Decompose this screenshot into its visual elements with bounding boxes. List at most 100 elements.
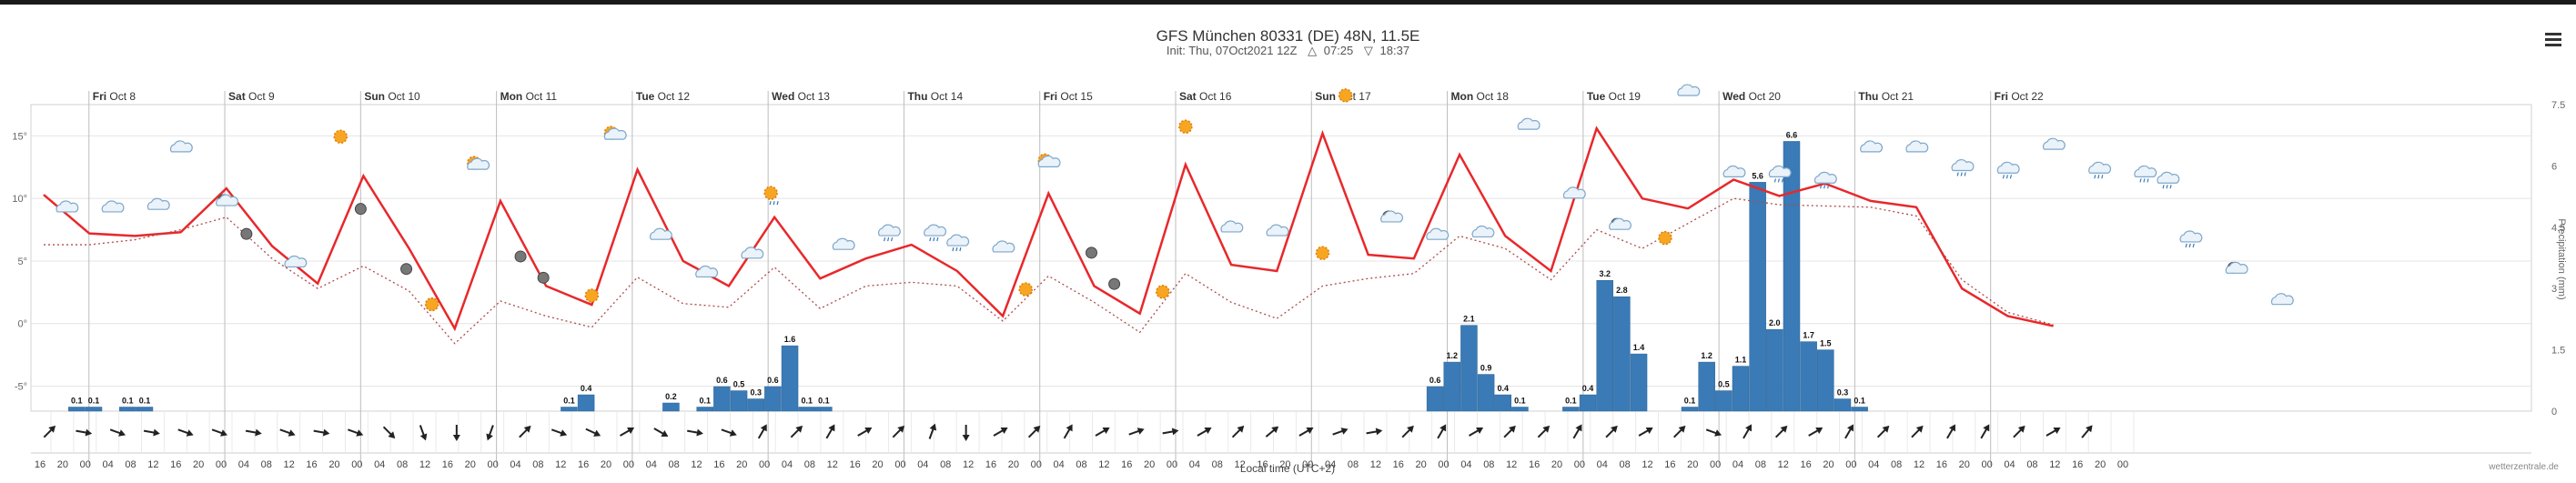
day-label: Mon Oct 11 [500,90,558,103]
x-tick-label: 20 [1959,459,1970,470]
x-tick-label: 08 [2026,459,2037,470]
precip-bar [119,407,136,412]
x-tick-label: 16 [578,459,589,470]
x-tick-label: 04 [917,459,928,470]
sun-cloud-icon [603,126,627,140]
x-tick-label: 04 [1189,459,1200,470]
day-label: Tue Oct 19 [1587,90,1641,103]
sun-cloud-icon [1037,153,1061,168]
precip-label: 0.1 [801,397,813,406]
sun-cloud-icon [467,156,490,170]
x-tick-label: 16 [1121,459,1132,470]
precip-label: 1.7 [1803,331,1814,340]
sun-icon [584,288,600,303]
temperature-line [43,126,2054,332]
wind-arrow [2013,425,2025,438]
precip-bar [713,386,731,412]
x-tick-label: 04 [374,459,385,470]
precip-bar [1443,361,1461,412]
x-tick-label: 08 [1212,459,1223,470]
x-tick-label: 04 [238,459,249,470]
x-tick-label: 08 [1891,459,1902,470]
wind-arrow [382,426,396,439]
cloud-icon [2270,293,2294,306]
wind-arrow [177,428,194,437]
wind-arrow [43,425,56,438]
x-tick-label: 16 [35,459,45,470]
precip-label: 2.1 [1463,315,1475,324]
moon-icon [1085,247,1097,259]
precip-label: 6.6 [1786,130,1798,139]
x-tick-label: 20 [1687,459,1698,470]
day-label: Wed Oct 13 [772,90,830,103]
precip-bar [1698,361,1715,412]
day-label: Sun Oct 10 [364,90,420,103]
wind-arrow [1231,425,1245,438]
x-tick-label: 20 [193,459,204,470]
x-tick-label: 00 [1710,459,1721,470]
sun-rain-icon [763,186,779,206]
x-tick-label: 12 [2049,459,2060,470]
precip-bar [1579,394,1597,412]
day-label: Wed Oct 20 [1722,90,1781,103]
x-tick-label: 12 [147,459,158,470]
wind-arrow [1063,424,1073,439]
precip-bar [781,345,799,412]
wind-arrow [1128,428,1145,436]
wind-arrow [245,428,262,437]
sun-icon [1156,285,1170,299]
precip-label: 0.4 [581,384,592,393]
wind-arrow [585,428,601,437]
x-tick-label: 20 [2095,459,2106,470]
y-tick-label: 15° [12,131,27,142]
sun-icon [1178,119,1193,135]
precip-label: 1.1 [1735,356,1747,365]
x-tick-label: 04 [1732,459,1743,470]
moon-cloud-icon [216,194,239,206]
x-tick-label: 16 [1393,459,1404,470]
wind-arrow [993,428,1008,437]
cloud-rain-icon [1996,161,2020,179]
day-label: Fri Oct 15 [1044,90,1093,103]
dewpoint-line [44,197,2054,345]
x-tick-label: 20 [872,459,883,470]
y2-axis-label: Precipitation (mm) [2556,218,2567,299]
precip-label: 1.5 [1820,339,1832,348]
wind-arrow [1844,424,1854,439]
precip-label: 0.1 [88,397,100,406]
cloud-rain-icon [877,224,901,242]
x-tick-label: 16 [442,459,453,470]
wind-arrow [348,428,364,437]
x-tick-label: 12 [1642,459,1652,470]
x-tick-label: 04 [103,459,114,470]
wind-arrow [1876,425,1890,438]
day-label: Fri Oct 22 [1995,90,2044,103]
wind-arrow [1537,425,1551,438]
x-tick-label: 12 [1914,459,1924,470]
x-tick-label: 08 [397,459,408,470]
wind-arrow [313,428,330,437]
x-tick-label: 12 [419,459,430,470]
chart-title: GFS München 80331 (DE) 48N, 11.5E [1156,27,1420,45]
precip-bar [815,407,833,412]
x-tick-label: 00 [487,459,498,470]
sun-icon [1315,246,1330,260]
cloud-icon [1266,224,1289,236]
x-tick-label: 08 [532,459,543,470]
precip-label: 0.1 [1684,397,1696,406]
precip-label: 1.6 [784,335,796,344]
chart-menu-button[interactable] [2545,33,2561,47]
x-tick-label: 00 [1574,459,1585,470]
precip-label: 0.5 [1718,380,1730,389]
moon-icon [400,263,413,276]
moon-cloud-icon [1609,217,1631,230]
precip-label: 5.6 [1752,171,1763,180]
sunrise-icon: △ [1308,44,1318,57]
precip-bar [577,394,595,412]
cloud-icon [2042,137,2066,150]
x-tick-label: 00 [216,459,227,470]
wind-arrow [1638,428,1653,437]
wind-arrow [1197,428,1212,437]
precip-bar [136,407,154,412]
x-tick-label: 04 [646,459,657,470]
